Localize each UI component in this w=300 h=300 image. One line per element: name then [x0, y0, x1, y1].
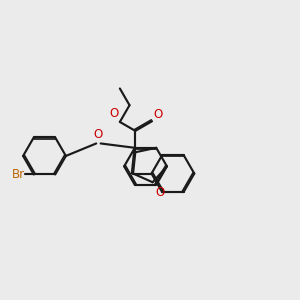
Text: Br: Br: [12, 168, 25, 181]
Text: O: O: [154, 108, 163, 121]
Text: O: O: [156, 186, 165, 200]
Text: O: O: [109, 107, 119, 120]
Text: O: O: [94, 128, 103, 141]
